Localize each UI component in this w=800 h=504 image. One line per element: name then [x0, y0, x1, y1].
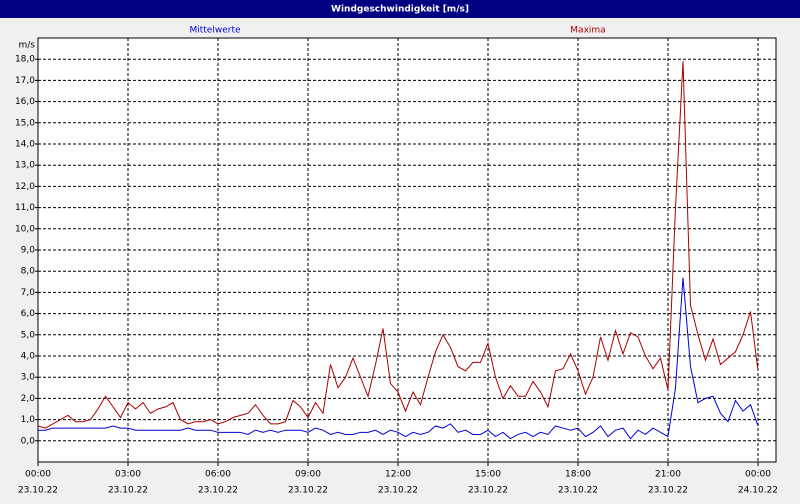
x-tick-date: 23.10.22	[108, 486, 148, 496]
series-line	[38, 277, 759, 440]
x-tick-date: 23.10.22	[378, 486, 418, 496]
y-tick-label: 8,0	[21, 267, 36, 277]
x-tick-date: 23.10.22	[18, 486, 58, 496]
y-tick-label: 2,0	[21, 394, 36, 404]
y-tick-label: 0,0	[21, 436, 36, 446]
legend-label: Mittelwerte	[189, 26, 240, 36]
x-tick-date: 23.10.22	[288, 486, 328, 496]
y-tick-label: 9,0	[21, 246, 36, 256]
title-bar	[0, 0, 800, 18]
y-tick-label: 16,0	[15, 97, 35, 107]
x-tick-label: 15:00	[475, 470, 501, 480]
y-tick-label: 5,0	[21, 330, 36, 340]
chart-title: Windgeschwindigkeit [m/s]	[331, 5, 469, 15]
y-axis-label: m/s	[19, 41, 36, 51]
y-tick-label: 11,0	[15, 203, 35, 213]
x-tick-date: 24.10.22	[738, 486, 778, 496]
y-tick-label: 12,0	[15, 182, 35, 192]
x-tick-label: 03:00	[115, 470, 141, 480]
y-tick-label: 1,0	[21, 415, 36, 425]
y-tick-label: 10,0	[15, 224, 35, 234]
x-tick-label: 00:00	[25, 470, 51, 480]
y-tick-label: 18,0	[15, 55, 35, 65]
x-tick-label: 06:00	[205, 470, 231, 480]
x-tick-label: 21:00	[655, 470, 681, 480]
y-tick-label: 3,0	[21, 373, 36, 383]
x-tick-label: 12:00	[385, 470, 411, 480]
x-tick-label: 09:00	[295, 470, 321, 480]
y-tick-label: 15,0	[15, 118, 35, 128]
y-tick-label: 7,0	[21, 288, 36, 298]
x-tick-date: 23.10.22	[198, 486, 238, 496]
y-tick-label: 4,0	[21, 352, 36, 362]
x-tick-date: 23.10.22	[648, 486, 688, 496]
series-line	[37, 61, 759, 429]
x-tick-date: 23.10.22	[468, 486, 508, 496]
x-tick-label: 00:00	[745, 470, 771, 480]
y-tick-label: 17,0	[15, 76, 35, 86]
x-tick-label: 18:00	[565, 470, 591, 480]
y-tick-label: 6,0	[21, 309, 36, 319]
y-tick-label: 14,0	[15, 140, 35, 150]
y-tick-label: 13,0	[15, 161, 35, 171]
legend-label: Maxima	[570, 26, 605, 36]
x-tick-date: 23.10.22	[558, 486, 598, 496]
